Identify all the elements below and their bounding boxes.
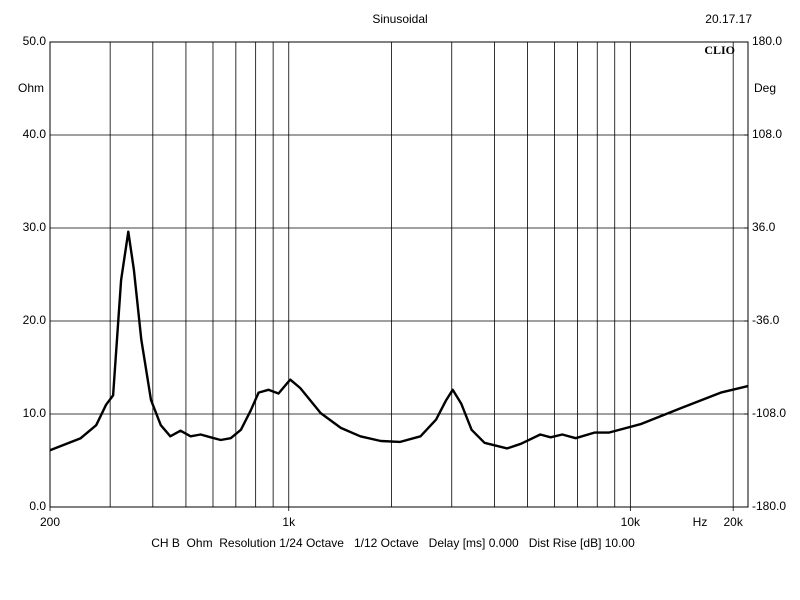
y-tick-label: 0.0 [29,499,46,513]
x-tick-label: 200 [40,515,60,529]
x-unit: Hz [693,515,708,529]
time-stamp: 20.17.17 [705,12,752,26]
logo: CLIO [704,43,735,57]
y-tick-label: 40.0 [23,127,47,141]
y2-tick-label: 180.0 [752,34,782,48]
y2-tick-label: 108.0 [752,127,782,141]
footer: CH B Ohm Resolution 1/24 Octave 1/12 Oct… [151,536,635,550]
y2-tick-label: -108.0 [752,406,786,420]
y-tick-label: 30.0 [23,220,47,234]
y2-tick-label: -180.0 [752,499,786,513]
y-tick-label: 10.0 [23,406,47,420]
y2-unit: Deg [754,81,776,95]
y2-tick-label: 36.0 [752,220,776,234]
impedance-curve [49,230,749,452]
plot-frame [49,41,749,508]
x-tick-label: 20k [724,515,744,529]
chart-title: Sinusoidal [372,12,427,26]
y-tick-label: 20.0 [23,313,47,327]
y2-tick-label: -36.0 [752,313,780,327]
x-tick-label: 10k [621,515,641,529]
y-tick-label: 50.0 [23,34,47,48]
y-unit: Ohm [18,81,44,95]
x-tick-label: 1k [282,515,296,529]
